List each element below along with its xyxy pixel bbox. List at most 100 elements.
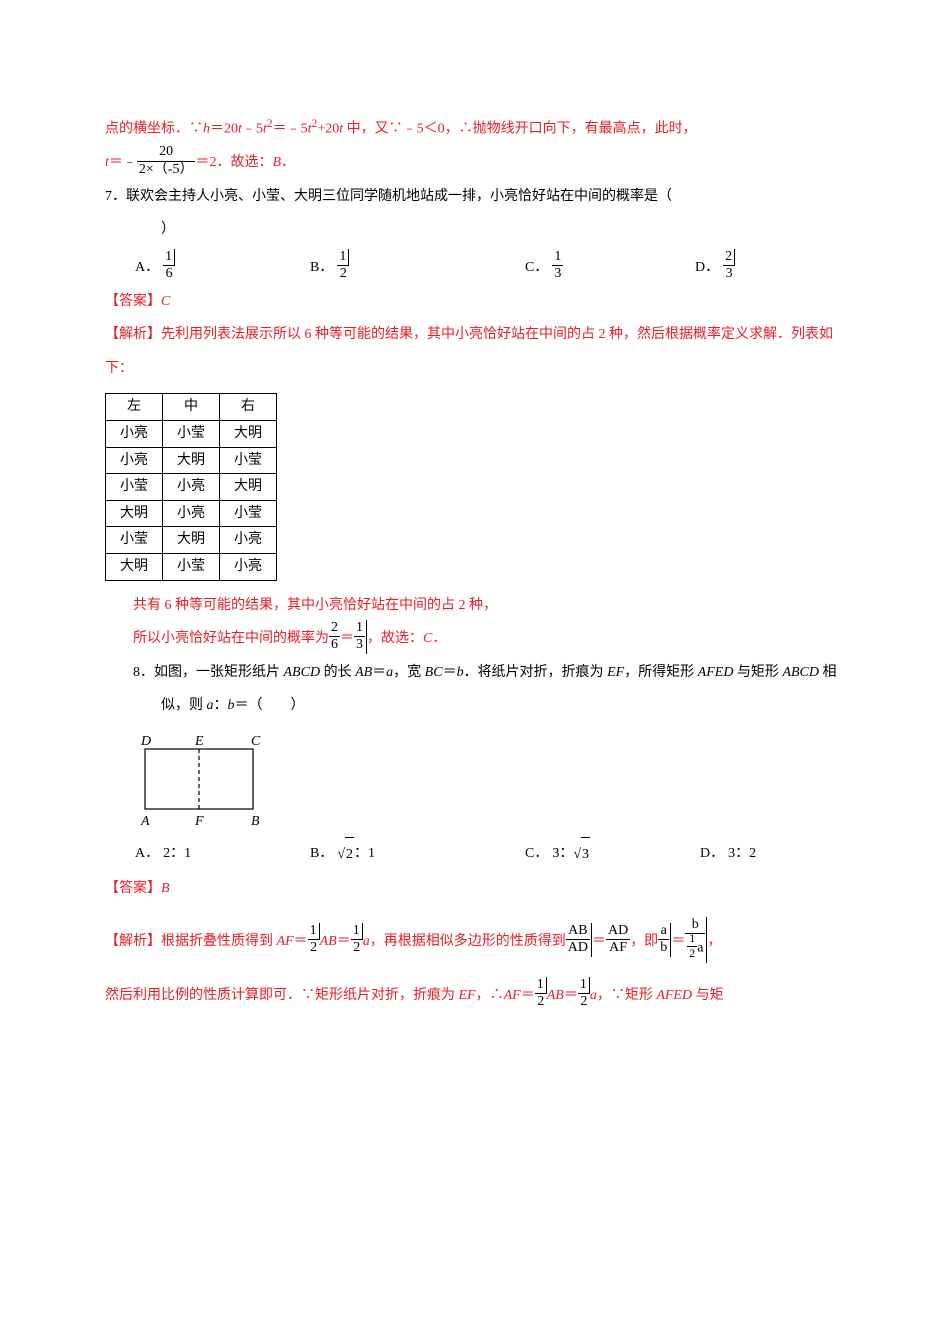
numerator: 1 — [351, 923, 363, 939]
table-cell: 中 — [163, 394, 220, 421]
answer-value: C — [161, 294, 170, 309]
denominator: 2 — [687, 946, 697, 961]
fraction: 12 — [337, 249, 349, 282]
sqrt-icon: 3 — [573, 837, 590, 872]
text: ＝20 — [210, 122, 238, 137]
expl-text: 所以小亮恰好站在中间的概率为 — [133, 631, 329, 646]
text: ，所得矩形 — [624, 665, 698, 680]
answer-letter: C — [423, 631, 432, 646]
expl-text: 先利用列表法展示所以 6 种等可能的结果，其中小亮恰好站在中间的占 2 种，然后… — [105, 327, 833, 376]
denominator: b — [658, 939, 669, 956]
answer-value: B — [161, 881, 170, 896]
q8-stem: 8．如图，一张矩形纸片 ABCD 的长 AB＝a，宽 BC＝b．将纸片对折，折痕… — [105, 656, 845, 723]
numerator: 1 — [163, 249, 175, 265]
numerator: AB — [566, 923, 590, 939]
fraction: 23 — [723, 249, 735, 282]
var: EF — [607, 665, 624, 680]
table-cell: 大明 — [106, 500, 163, 527]
eq: ＝ — [564, 988, 578, 1003]
period: ． — [281, 155, 295, 170]
var: a — [207, 698, 214, 713]
eq: ＝ — [671, 934, 685, 949]
label-D: D — [140, 734, 151, 749]
var: a — [590, 988, 597, 1003]
text: ．将纸片对折，折痕为 — [464, 665, 608, 680]
option-letter: D． — [700, 837, 724, 871]
option-b: B． 12 — [310, 251, 525, 285]
answer-label: 【答案】 — [105, 294, 161, 309]
option-letter: C． — [525, 837, 548, 871]
denominator: 6 — [163, 265, 175, 282]
option-text: ：1 — [354, 837, 375, 871]
q7-permutation-table: 左 中 右 小亮小莹大明 小亮大明小莹 小莹小亮大明 大明小亮小莹 小莹大明小亮… — [105, 393, 277, 580]
q-number: 8． — [133, 665, 154, 680]
denominator: 2 — [351, 939, 363, 956]
table-cell: 小莹 — [106, 527, 163, 554]
q6-solution-tail: 点的横坐标．∵h＝20t﹣5t2＝﹣5t2+20t 中，又∵﹣5＜0，∴抛物线开… — [105, 110, 845, 146]
numerator: 1 — [354, 620, 365, 636]
text: +20 — [317, 122, 339, 137]
text: ，宽 — [393, 665, 425, 680]
numerator: 1 — [687, 932, 697, 946]
option-text: 3： — [552, 837, 573, 871]
var: AB — [355, 665, 372, 680]
var: ABCD — [782, 665, 819, 680]
table-cell: 小亮 — [163, 500, 220, 527]
eq: ＝ — [337, 934, 351, 949]
table-cell: 小莹 — [220, 447, 277, 474]
option-letter: D． — [695, 251, 719, 285]
table-cell: 小亮 — [106, 421, 163, 448]
q7-explanation-3: 所以小亮恰好站在中间的概率为26＝13，故选：C． — [105, 622, 845, 656]
text: 与矩形 — [733, 665, 782, 680]
var: a — [697, 941, 703, 956]
label-B: B — [251, 814, 260, 829]
table-row: 左 中 右 — [106, 394, 277, 421]
option-c: C．3：3 — [525, 837, 700, 872]
option-c: C． 13 — [525, 251, 695, 285]
var: AF — [277, 934, 294, 949]
text: ＝﹣ — [109, 155, 137, 170]
table-row: 小莹大明小亮 — [106, 527, 277, 554]
sqrt-icon: 2 — [337, 837, 354, 872]
eq: ＝ — [592, 934, 606, 949]
fraction: 12 — [535, 977, 547, 1010]
radicand: 3 — [581, 837, 590, 872]
denominator: 2 — [308, 939, 320, 956]
label-C: C — [251, 734, 261, 749]
text: ＝ — [372, 665, 386, 680]
denominator: AD — [566, 939, 590, 956]
table-cell: 大明 — [220, 474, 277, 501]
table-cell: 小亮 — [220, 553, 277, 580]
var: BC — [425, 665, 443, 680]
option-letter: A． — [135, 251, 159, 285]
text: ＝2．故选： — [195, 155, 272, 170]
table-cell: 大明 — [163, 447, 220, 474]
stem-text: 联欢会主持人小亮、小莹、大明三位同学随机地站成一排，小亮恰好站在中间的概率是（ — [126, 189, 672, 204]
fraction: ab — [658, 923, 671, 956]
option-letter: B． — [310, 837, 333, 871]
table-cell: 小莹 — [163, 421, 220, 448]
denominator: 3 — [354, 636, 365, 653]
text: ： — [214, 698, 228, 713]
expl-label: 【解析】 — [105, 934, 161, 949]
q8-answer: 【答案】B — [105, 872, 845, 906]
q-number: 7． — [105, 189, 126, 204]
numerator: 1 — [552, 249, 563, 265]
option-b: B． 2：1 — [310, 837, 525, 872]
numerator: 1 — [337, 249, 349, 265]
table-cell: 左 — [106, 394, 163, 421]
radicand: 2 — [345, 837, 354, 872]
q7-options-row: A． 16 B． 12 C． 13 D． 23 — [105, 251, 845, 285]
answer-letter: B — [272, 155, 281, 170]
eq: ＝ — [294, 934, 308, 949]
option-d: D． 23 — [695, 251, 735, 285]
denominator: 3 — [552, 265, 563, 282]
label-E: E — [194, 734, 204, 749]
complex-fraction: b12a — [685, 917, 707, 963]
numerator: AD — [606, 923, 630, 939]
fraction: 12 — [308, 923, 320, 956]
q8-figure: D E C A F B — [133, 729, 845, 829]
expl-text: ，故选： — [367, 631, 423, 646]
fraction: 16 — [163, 249, 175, 282]
numerator: 20 — [137, 144, 196, 160]
